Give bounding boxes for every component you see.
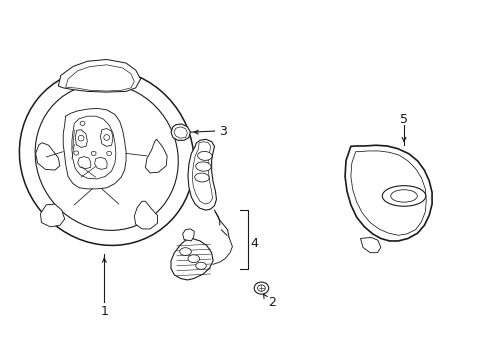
Ellipse shape [106, 151, 111, 156]
Text: 4: 4 [250, 237, 258, 250]
Polygon shape [171, 124, 190, 140]
Polygon shape [72, 116, 116, 179]
Polygon shape [171, 238, 213, 280]
Polygon shape [360, 238, 380, 253]
Polygon shape [182, 229, 194, 241]
Text: 5: 5 [399, 113, 407, 126]
Ellipse shape [78, 135, 84, 141]
Text: 2: 2 [267, 297, 275, 310]
Ellipse shape [197, 152, 212, 160]
Polygon shape [78, 157, 91, 168]
Ellipse shape [257, 285, 265, 291]
Polygon shape [345, 145, 431, 241]
Text: 3: 3 [218, 125, 226, 138]
Ellipse shape [80, 121, 85, 125]
Ellipse shape [20, 68, 194, 246]
Ellipse shape [194, 173, 209, 182]
Ellipse shape [35, 84, 178, 230]
Polygon shape [41, 204, 64, 227]
Ellipse shape [254, 282, 268, 294]
Ellipse shape [103, 135, 109, 140]
Polygon shape [187, 139, 216, 210]
Ellipse shape [180, 248, 191, 256]
Polygon shape [95, 157, 107, 169]
Polygon shape [100, 129, 113, 146]
Ellipse shape [382, 186, 425, 206]
Polygon shape [63, 108, 126, 189]
Ellipse shape [91, 151, 96, 156]
Polygon shape [75, 130, 87, 147]
Polygon shape [134, 201, 157, 229]
Polygon shape [58, 59, 140, 92]
Polygon shape [145, 139, 167, 173]
Text: 1: 1 [100, 305, 108, 318]
Ellipse shape [195, 162, 211, 171]
Ellipse shape [187, 255, 199, 262]
Ellipse shape [74, 151, 79, 155]
Ellipse shape [195, 262, 206, 269]
Ellipse shape [390, 190, 416, 202]
Polygon shape [36, 143, 60, 170]
